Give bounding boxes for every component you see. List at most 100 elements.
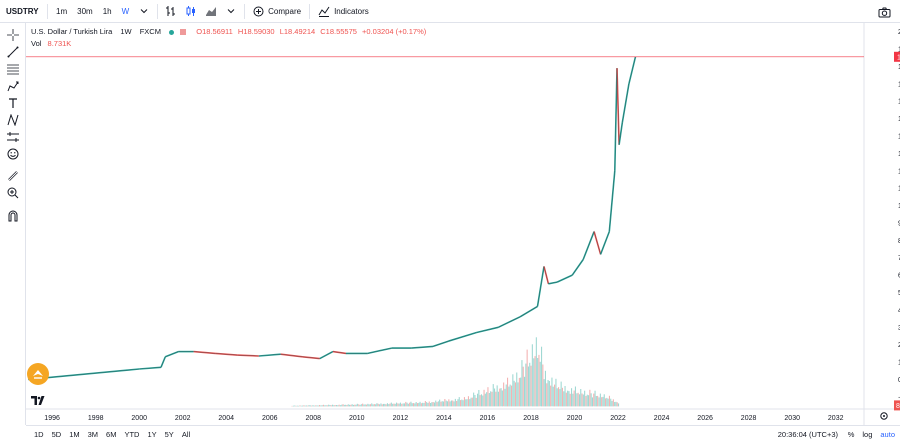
volume-bar: [304, 405, 306, 407]
measure-icon[interactable]: [5, 129, 20, 144]
range-5d[interactable]: 5D: [51, 429, 62, 439]
volume-bar: [479, 395, 481, 407]
volume-bar: [537, 358, 539, 407]
symbol-search[interactable]: USDTRY: [6, 6, 39, 16]
volume-bar: [379, 404, 381, 407]
range-1y[interactable]: 1Y: [147, 429, 157, 439]
emoji-icon[interactable]: [5, 146, 20, 161]
volume-bar: [362, 403, 364, 407]
log-toggle[interactable]: log: [862, 429, 873, 439]
brush-icon[interactable]: [5, 78, 20, 93]
y-tick-label: 3.00000: [898, 325, 900, 332]
volume-bar: [407, 403, 409, 407]
volume-bar: [535, 337, 537, 407]
volume-bar: [497, 391, 499, 407]
volume-bar: [597, 395, 599, 407]
volume-bar: [326, 405, 328, 407]
volume-bar: [571, 388, 573, 407]
auto-scale-toggle[interactable]: auto: [880, 429, 895, 439]
volume-bar: [377, 403, 379, 407]
legend-title[interactable]: U.S. Dollar / Turkish Lira: [31, 27, 113, 36]
price-chart[interactable]: 20.00000 19.00000 18.00000 17.00000 16.00000…: [26, 23, 900, 425]
last-price-badge: [894, 51, 900, 62]
range-all[interactable]: All: [181, 429, 191, 439]
volume-bar: [595, 396, 597, 407]
area-chart-icon[interactable]: [203, 3, 219, 19]
range-3m[interactable]: 3M: [87, 429, 99, 439]
text-icon[interactable]: [5, 95, 20, 110]
volume-bar: [325, 405, 327, 407]
volume-bar: [584, 390, 586, 407]
crosshair-icon[interactable]: [5, 27, 20, 42]
fib-retracement-icon[interactable]: [5, 61, 20, 76]
interval-1h[interactable]: 1h: [102, 6, 112, 16]
volume-bar: [311, 405, 313, 407]
volume-bar: [345, 404, 347, 407]
volume-label: Vol: [31, 39, 42, 48]
volume-bar: [409, 402, 411, 407]
volume-bar: [419, 401, 421, 407]
volume-bar: [315, 405, 317, 407]
chevron-down-icon[interactable]: [136, 3, 152, 19]
range-5y[interactable]: 5Y: [164, 429, 174, 439]
ruler-icon[interactable]: [5, 168, 20, 183]
volume-bar: [603, 394, 605, 407]
volume-bar: [441, 401, 443, 407]
volume-bar: [492, 384, 494, 407]
pattern-icon[interactable]: [5, 112, 20, 127]
volume-bar: [333, 405, 335, 407]
volume-bar: [546, 383, 548, 407]
x-tick-label: 2024: [654, 415, 670, 422]
trend-line-icon[interactable]: [5, 44, 20, 59]
indicators-button[interactable]: Indicators: [313, 6, 374, 17]
tradingview-logo[interactable]: [31, 396, 45, 405]
volume-bar: [346, 405, 348, 407]
volume-bar: [534, 356, 536, 407]
compare-button[interactable]: Compare: [248, 6, 306, 17]
zoom-in-icon[interactable]: [5, 185, 20, 200]
volume-bar: [531, 344, 533, 407]
chevron-down-icon[interactable]: [223, 3, 239, 19]
interval-30m[interactable]: 30m: [77, 6, 93, 16]
volume-bar: [449, 401, 451, 407]
bar-style-icon[interactable]: [163, 3, 179, 19]
x-tick-label: 2030: [784, 415, 800, 422]
volume-bar: [503, 382, 505, 407]
volume-bar: [560, 381, 562, 407]
range-1d[interactable]: 1D: [34, 429, 44, 439]
volume-bar: [376, 403, 378, 407]
volume-bar: [375, 404, 377, 407]
volume-bar: [568, 391, 570, 407]
interval-1m[interactable]: 1m: [56, 6, 68, 16]
volume-bar: [319, 405, 321, 407]
volume-bar: [486, 392, 488, 407]
volume-bar: [533, 358, 535, 407]
clock-timezone[interactable]: 20:36:04 (UTC+3): [777, 429, 838, 439]
range-6m[interactable]: 6M: [106, 429, 117, 439]
x-tick-label: 2032: [828, 415, 844, 422]
volume-bar: [598, 397, 600, 407]
volume-bar: [578, 394, 580, 407]
chart-pane[interactable]: 20.00000 19.00000 18.00000 17.00000 16.00000…: [26, 23, 900, 425]
volume-bar: [329, 405, 331, 407]
y-tick-label: 1.00000: [898, 360, 900, 367]
volume-bar: [388, 404, 390, 407]
range-1m[interactable]: 1M: [69, 429, 80, 439]
candles-icon[interactable]: [183, 3, 199, 19]
camera-icon[interactable]: [876, 4, 892, 20]
interval-w[interactable]: W: [121, 6, 130, 16]
x-tick-label: 2004: [218, 415, 234, 422]
percent-toggle[interactable]: %: [847, 429, 855, 439]
volume-bar: [347, 404, 349, 407]
volume-value: 8.731K: [47, 39, 72, 48]
y-tick-label: 2.00000: [898, 342, 900, 349]
magnet-icon[interactable]: [5, 208, 20, 223]
volume-bar: [554, 384, 556, 407]
volume-bar: [299, 405, 301, 407]
volume-bar: [291, 405, 293, 407]
y-tick-label: 11.00000: [898, 186, 900, 193]
volume-bar: [547, 380, 549, 407]
volume-bar: [465, 399, 467, 407]
volume-bar: [383, 403, 385, 407]
range-ytd[interactable]: YTD: [124, 429, 140, 439]
